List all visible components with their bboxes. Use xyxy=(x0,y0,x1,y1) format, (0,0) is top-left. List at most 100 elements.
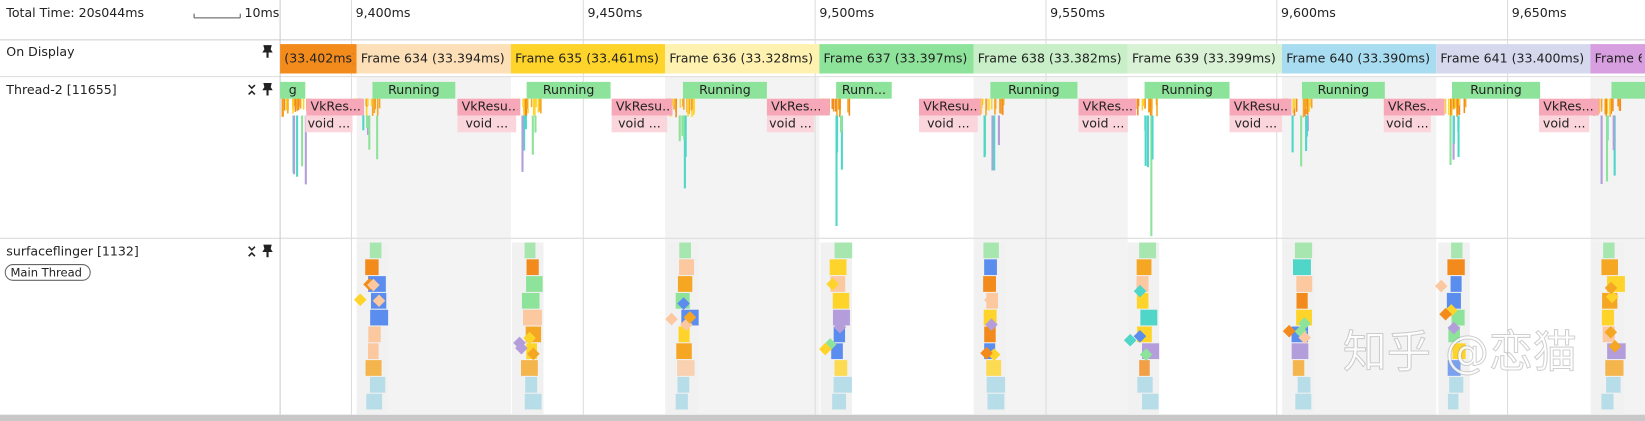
sf-slice[interactable] xyxy=(370,309,389,326)
sf-event[interactable] xyxy=(1298,331,1312,344)
sf-slice[interactable] xyxy=(1603,242,1615,259)
pin-icon[interactable] xyxy=(262,45,273,58)
sf-slice[interactable] xyxy=(369,242,382,259)
slice[interactable] xyxy=(1539,115,1590,133)
collapse-icon[interactable] xyxy=(248,246,256,257)
sf-slice[interactable] xyxy=(1452,343,1466,360)
slice[interactable] xyxy=(457,115,517,133)
slice[interactable] xyxy=(1078,98,1137,116)
sf-event[interactable] xyxy=(677,297,690,310)
sf-event[interactable] xyxy=(1123,333,1137,347)
slice[interactable] xyxy=(990,81,1078,99)
sf-slice[interactable] xyxy=(1448,326,1460,343)
frame[interactable] xyxy=(665,44,820,74)
sf-slice[interactable] xyxy=(367,343,379,360)
sf-slice[interactable] xyxy=(1446,292,1461,309)
frame[interactable] xyxy=(280,44,357,74)
slice[interactable] xyxy=(836,81,892,99)
sf-slice[interactable] xyxy=(1601,309,1615,326)
sf-event[interactable] xyxy=(527,347,540,361)
sf-event[interactable] xyxy=(1282,324,1296,338)
sf-event[interactable] xyxy=(1133,284,1147,298)
sf-slice[interactable] xyxy=(834,360,848,376)
sf-slice[interactable] xyxy=(679,259,695,276)
slice[interactable] xyxy=(611,115,668,133)
sf-event[interactable] xyxy=(985,318,998,331)
sf-slice[interactable] xyxy=(1451,309,1465,326)
sf-slice[interactable] xyxy=(525,376,538,393)
sf-event[interactable] xyxy=(1608,339,1622,353)
frame[interactable] xyxy=(1127,44,1283,74)
slice[interactable] xyxy=(766,115,815,133)
sf-event[interactable] xyxy=(683,311,697,324)
sf-slice[interactable] xyxy=(987,393,1005,410)
sf-slice[interactable] xyxy=(675,393,688,410)
sf-slice[interactable] xyxy=(1136,259,1152,276)
sf-slice[interactable] xyxy=(1601,393,1614,410)
sf-slice[interactable] xyxy=(833,376,852,393)
sf-slice[interactable] xyxy=(677,360,695,376)
frame[interactable] xyxy=(1282,44,1437,74)
sf-event[interactable] xyxy=(980,346,993,360)
sf-slice[interactable] xyxy=(1447,393,1459,410)
sf-slice[interactable] xyxy=(831,343,843,360)
sf-slice[interactable] xyxy=(526,259,539,276)
sf-slice[interactable] xyxy=(1291,343,1309,360)
sf-event[interactable] xyxy=(1605,290,1619,304)
sf-slice[interactable] xyxy=(1137,376,1153,393)
sf-slice[interactable] xyxy=(676,343,692,360)
slice[interactable] xyxy=(306,98,365,116)
sf-slice[interactable] xyxy=(365,259,379,276)
sf-slice[interactable] xyxy=(677,276,693,292)
sf-slice[interactable] xyxy=(368,326,381,343)
slice[interactable] xyxy=(457,98,521,116)
sf-slice[interactable] xyxy=(1296,292,1308,309)
sf-slice[interactable] xyxy=(1295,393,1312,410)
sf-slice[interactable] xyxy=(984,259,997,276)
frame[interactable] xyxy=(510,44,666,74)
sf-slice[interactable] xyxy=(1136,292,1149,309)
pin-icons[interactable] xyxy=(262,45,273,258)
sf-slice[interactable] xyxy=(678,326,690,343)
slice[interactable] xyxy=(1229,115,1283,133)
sf-slice[interactable] xyxy=(365,360,382,376)
slice[interactable] xyxy=(280,81,306,99)
sf-slice[interactable] xyxy=(833,326,846,343)
sf-slice[interactable] xyxy=(524,242,536,259)
sf-slice[interactable] xyxy=(1605,360,1624,376)
sf-slice[interactable] xyxy=(834,242,853,259)
sf-slice[interactable] xyxy=(1294,242,1313,259)
collapse-icons[interactable] xyxy=(248,84,256,257)
sf-slice[interactable] xyxy=(1142,393,1159,410)
sf-event[interactable] xyxy=(1434,279,1448,293)
sf-slice[interactable] xyxy=(1601,259,1618,276)
sf-slice[interactable] xyxy=(1447,259,1465,276)
slice[interactable] xyxy=(1078,115,1128,133)
sf-slice[interactable] xyxy=(524,393,542,410)
sf-slice[interactable] xyxy=(1293,259,1311,276)
sf-slice[interactable] xyxy=(521,360,538,376)
slice[interactable] xyxy=(766,98,830,116)
sf-slice[interactable] xyxy=(1449,376,1464,393)
slice[interactable] xyxy=(1611,81,1645,99)
frame[interactable] xyxy=(1436,44,1591,74)
sf-event[interactable] xyxy=(1439,307,1452,321)
sf-slice[interactable] xyxy=(677,376,690,393)
slice[interactable] xyxy=(1451,81,1541,99)
sf-event[interactable] xyxy=(1604,281,1618,295)
slice[interactable] xyxy=(372,81,456,99)
sf-slice[interactable] xyxy=(986,360,1002,376)
sf-event[interactable] xyxy=(819,342,832,356)
sf-slice[interactable] xyxy=(1139,242,1157,259)
sf-slice[interactable] xyxy=(983,242,999,259)
sf-event[interactable] xyxy=(353,293,367,307)
sf-event[interactable] xyxy=(1139,348,1153,361)
sf-event[interactable] xyxy=(826,277,839,291)
sf-slice[interactable] xyxy=(366,393,383,410)
sf-slice[interactable] xyxy=(369,376,386,393)
slice[interactable] xyxy=(305,115,353,133)
sf-slice[interactable] xyxy=(832,393,847,410)
slice[interactable] xyxy=(682,81,767,99)
sf-slice[interactable] xyxy=(1139,360,1150,376)
slice[interactable] xyxy=(1229,98,1292,116)
